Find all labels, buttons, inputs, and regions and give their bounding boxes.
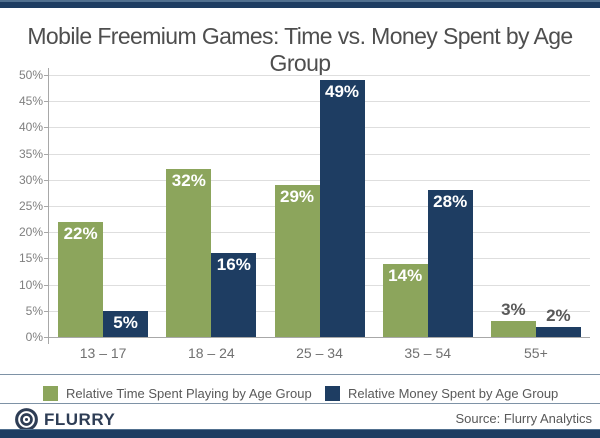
bar-time bbox=[490, 321, 536, 337]
bottom-accent-bar bbox=[0, 429, 600, 438]
y-axis-tick bbox=[44, 337, 49, 338]
x-axis-label: 25 – 34 bbox=[296, 345, 343, 361]
y-axis-label: 40% bbox=[18, 120, 43, 135]
y-axis-label: 20% bbox=[18, 225, 43, 240]
flurry-logo: FLURRY bbox=[15, 408, 115, 431]
x-axis-label: 35 – 54 bbox=[404, 345, 452, 361]
y-axis-label: 45% bbox=[18, 94, 43, 109]
legend-swatch-time bbox=[43, 386, 58, 401]
y-axis-label: 10% bbox=[18, 277, 43, 292]
legend-swatch-money bbox=[325, 386, 340, 401]
bar-money bbox=[211, 253, 257, 337]
y-axis-line bbox=[48, 68, 49, 344]
source-note: Source: Flurry Analytics bbox=[455, 411, 592, 426]
bar-value-label: 16% bbox=[216, 255, 251, 275]
y-axis-tick bbox=[44, 153, 49, 155]
y-axis-tick bbox=[44, 127, 49, 129]
bar-money bbox=[103, 310, 149, 337]
bar-time bbox=[166, 169, 212, 337]
y-axis-tick bbox=[44, 101, 49, 103]
bar-time bbox=[382, 263, 428, 337]
bar-value-label: 32% bbox=[171, 171, 206, 191]
top-accent-bar bbox=[0, 0, 600, 8]
bar-value-label: 2% bbox=[546, 305, 571, 325]
y-axis-tick bbox=[44, 232, 49, 234]
bar-value-label: 49% bbox=[324, 82, 360, 102]
y-axis-label: 25% bbox=[18, 199, 43, 213]
legend-label-time: Relative Time Spent Playing by Age Group bbox=[66, 386, 312, 401]
y-axis-tick bbox=[44, 258, 49, 260]
legend-bottom-divider bbox=[0, 403, 600, 404]
y-axis-tick bbox=[44, 310, 49, 312]
legend-item-money: Relative Money Spent by Age Group bbox=[325, 386, 558, 401]
bar-value-label: 22% bbox=[63, 223, 98, 243]
gridline bbox=[49, 75, 590, 76]
flurry-logo-icon bbox=[15, 408, 38, 431]
y-axis-label: 50% bbox=[18, 68, 43, 82]
x-axis-line bbox=[49, 337, 590, 338]
bar-value-label: 3% bbox=[501, 300, 526, 320]
bar-time bbox=[274, 185, 320, 337]
legend-item-time: Relative Time Spent Playing by Age Group bbox=[43, 386, 312, 401]
x-axis-label: 18 – 24 bbox=[187, 345, 235, 361]
bar-value-label: 14% bbox=[388, 265, 423, 285]
y-axis-tick bbox=[44, 75, 49, 76]
y-axis-label: 15% bbox=[18, 251, 43, 266]
bar-value-label: 29% bbox=[279, 187, 315, 207]
legend-top-divider bbox=[0, 374, 600, 375]
y-axis-tick bbox=[44, 284, 49, 286]
y-axis-tick bbox=[44, 206, 49, 207]
flurry-wordmark: FLURRY bbox=[44, 409, 116, 429]
y-axis-label: 0% bbox=[25, 330, 43, 344]
x-axis-label: 13 – 17 bbox=[79, 345, 127, 361]
chart-title: Mobile Freemium Games: Time vs. Money Sp… bbox=[27, 23, 573, 76]
bar-money bbox=[319, 80, 365, 337]
bar-value-label: 5% bbox=[113, 312, 138, 332]
bar-money bbox=[535, 326, 581, 337]
y-axis-label: 5% bbox=[25, 303, 43, 318]
y-axis-label: 35% bbox=[18, 146, 43, 161]
bar-money bbox=[427, 190, 473, 337]
bar-time bbox=[58, 221, 104, 337]
legend-label-money: Relative Money Spent by Age Group bbox=[348, 386, 559, 401]
y-axis-tick bbox=[44, 179, 49, 181]
y-axis-label: 30% bbox=[18, 172, 43, 187]
bar-value-label: 28% bbox=[433, 192, 468, 212]
x-axis-label: 55+ bbox=[524, 345, 548, 361]
